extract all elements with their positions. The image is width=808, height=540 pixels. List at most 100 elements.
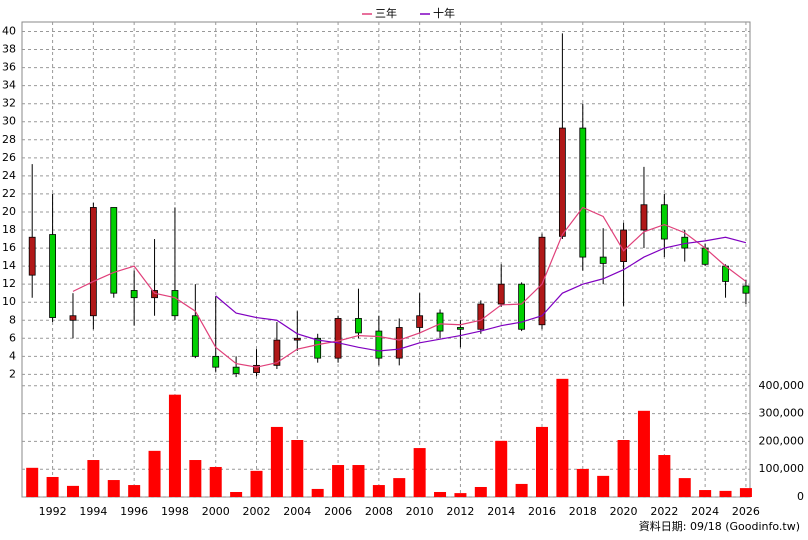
y2-tick-label: 400,000: [759, 379, 805, 392]
x-tick-label: 1994: [79, 505, 107, 518]
candle-body: [253, 364, 260, 373]
footnote: 資料日期: 09/18 (Goodinfo.tw): [639, 519, 800, 533]
candle-body: [477, 303, 485, 330]
x-tick-label: 2004: [283, 505, 311, 518]
volume-bar: [332, 465, 345, 497]
volume-bar: [434, 491, 447, 497]
volume-bar: [474, 486, 487, 497]
y-tick-label: 18: [2, 223, 16, 236]
volume-bar: [597, 475, 610, 497]
volume-bar: [617, 440, 630, 497]
volume-bar: [107, 480, 120, 497]
candle-body: [416, 315, 424, 328]
y2-tick-label: 200,000: [759, 434, 805, 447]
volume-bar: [719, 490, 732, 497]
x-tick-label: 1992: [39, 505, 67, 518]
volume-bar: [739, 488, 752, 497]
y-tick-label: 10: [2, 295, 16, 308]
x-tick-label: 2018: [569, 505, 597, 518]
ma-line: [72, 206, 747, 368]
candle-body: [579, 127, 587, 258]
candle-body: [89, 207, 97, 317]
volume-bar: [454, 493, 467, 497]
candle-body: [538, 236, 546, 326]
candle-body: [436, 312, 444, 332]
volume-bar: [352, 465, 365, 497]
volume-bar: [536, 426, 548, 497]
legend-label: 十年: [433, 6, 455, 20]
candle-body: [681, 236, 689, 249]
volume-bar: [189, 460, 202, 497]
candle-body: [49, 234, 56, 318]
y2-tick-label: 100,000: [759, 462, 805, 475]
candle-body: [497, 283, 505, 305]
candle-body: [171, 290, 179, 317]
ma-line: [215, 236, 747, 352]
volume-bar: [576, 468, 589, 497]
volume-bar: [311, 488, 324, 497]
candle-body: [273, 339, 281, 366]
x-tick-label: 2024: [691, 505, 719, 518]
candle-body: [212, 355, 220, 368]
candle-body: [28, 236, 36, 276]
y-tick-label: 12: [2, 277, 16, 290]
y-tick-label: 4: [9, 349, 16, 362]
y-tick-label: 14: [2, 259, 16, 272]
candle-body: [558, 127, 566, 237]
candle-body: [640, 204, 648, 231]
x-tick-label: 2010: [406, 505, 434, 518]
candle-body: [599, 256, 607, 264]
x-tick-label: 2022: [650, 505, 678, 518]
volume-bar: [413, 448, 426, 497]
volume-bar: [393, 478, 406, 497]
y2-tick-label: 0: [797, 490, 804, 503]
volume-bar: [230, 491, 243, 497]
candle-body: [518, 283, 526, 330]
volume-bar: [699, 490, 712, 497]
y-tick-label: 38: [2, 43, 16, 56]
volume-bar: [66, 485, 79, 497]
y-tick-label: 26: [2, 151, 16, 164]
volume-bar: [515, 483, 528, 497]
volume-bar: [46, 476, 59, 497]
volume-bar: [148, 450, 161, 497]
x-tick-label: 2020: [610, 505, 638, 518]
y-tick-label: 36: [2, 61, 16, 74]
y-tick-label: 34: [2, 79, 16, 92]
x-tick-label: 2006: [324, 505, 352, 518]
x-tick-label: 2016: [528, 505, 556, 518]
volume-bar: [372, 485, 385, 497]
y-tick-label: 32: [2, 97, 16, 110]
legend-label: 三年: [375, 6, 397, 20]
y-tick-label: 30: [2, 115, 16, 128]
x-tick-label: 2002: [243, 505, 271, 518]
candle-body: [293, 337, 301, 341]
y-tick-label: 24: [2, 169, 16, 182]
volume-bar: [291, 440, 304, 497]
volume-bar: [270, 426, 283, 497]
volume-bar: [556, 378, 569, 497]
volume-bar: [637, 410, 650, 497]
candle-body: [334, 318, 342, 359]
x-tick-label: 2008: [365, 505, 393, 518]
candle-body: [620, 229, 627, 263]
x-tick-label: 2012: [446, 505, 474, 518]
volume-bar: [495, 440, 508, 497]
candle-body: [395, 327, 403, 359]
volume-bar: [26, 467, 39, 497]
candle-body: [314, 337, 322, 359]
y-tick-label: 6: [9, 331, 16, 344]
volume-bar: [678, 478, 691, 497]
candle-body: [232, 366, 240, 374]
candle-body: [742, 285, 750, 294]
y-tick-label: 2: [9, 367, 16, 380]
plot-area: [21, 21, 751, 498]
y-tick-label: 8: [9, 313, 16, 326]
candle-body: [110, 207, 118, 294]
y-tick-label: 16: [2, 241, 16, 254]
y-tick-label: 40: [2, 25, 16, 38]
y-tick-label: 28: [2, 133, 16, 146]
x-tick-label: 1996: [120, 505, 148, 518]
x-tick-label: 2014: [487, 505, 515, 518]
